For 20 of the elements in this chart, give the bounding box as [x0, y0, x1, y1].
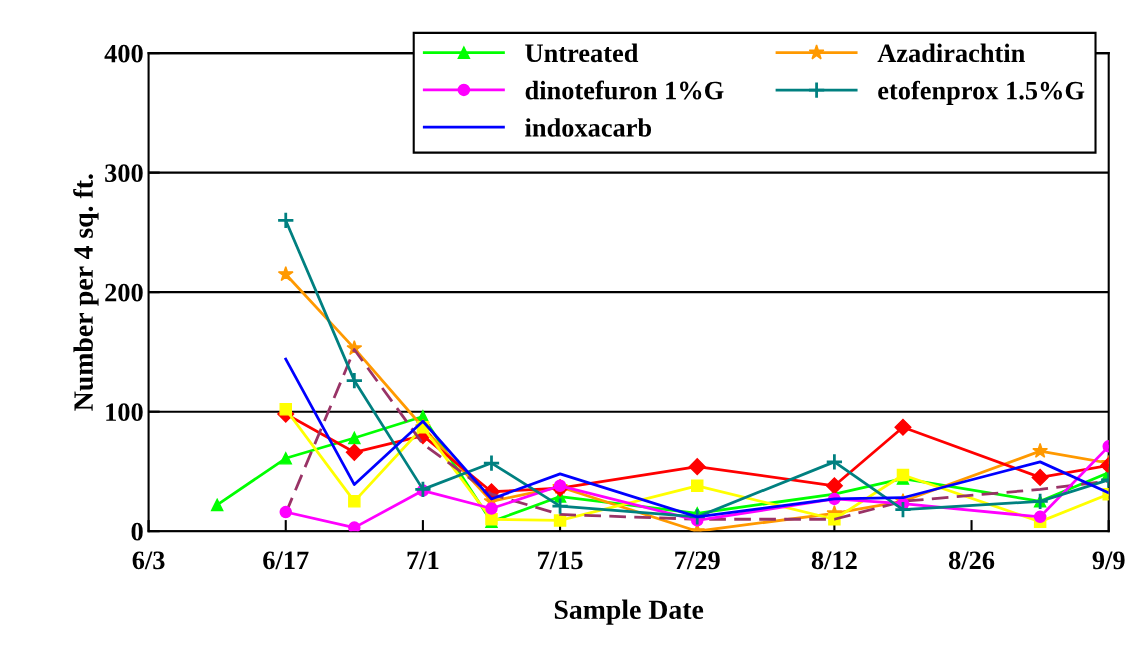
legend-label: Untreated	[525, 43, 639, 63]
legend-label: etofenprox 1.5%G	[878, 80, 1085, 105]
y-tick-label: 100	[106, 403, 143, 422]
y-tick-label: 300	[105, 164, 143, 183]
x-tick-label: 9/9	[1092, 551, 1125, 570]
legend-label: indoxacarb	[525, 118, 652, 137]
y-tick-label: 400	[104, 44, 143, 63]
x-tick-label: 8/12	[811, 551, 857, 570]
x-tick-label: 8/26	[948, 551, 995, 570]
y-axis-title: Number per 4 sq. ft.	[73, 174, 99, 411]
x-tick-label: 7/15	[538, 551, 583, 570]
legend-label: dinotefuron 1%G	[525, 80, 724, 100]
x-axis-title: Sample Date	[554, 599, 704, 625]
legend-label: Azadirachtin	[877, 43, 1025, 63]
y-tick-label: 200	[105, 283, 143, 302]
x-tick-label: 7/29	[675, 551, 720, 570]
x-tick-label: 7/1	[407, 551, 439, 570]
x-tick-label: 6/3	[132, 551, 165, 570]
y-tick-label: 0	[131, 522, 143, 541]
x-tick-label: 6/17	[263, 551, 309, 570]
